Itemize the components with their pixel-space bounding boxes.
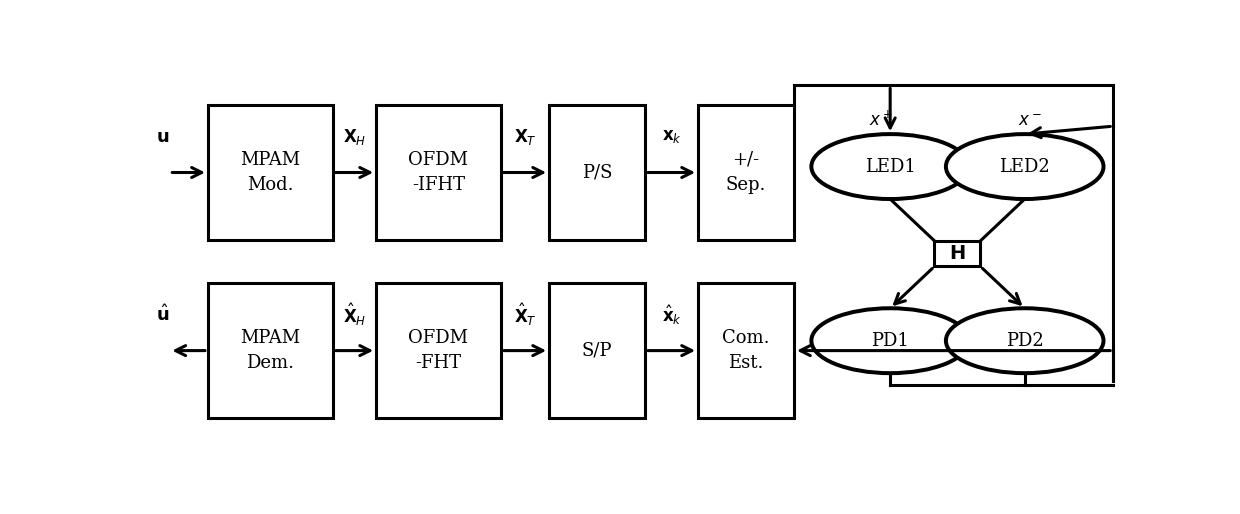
Text: Com.
Est.: Com. Est. <box>722 329 770 372</box>
FancyBboxPatch shape <box>376 283 501 418</box>
FancyBboxPatch shape <box>549 283 645 418</box>
Circle shape <box>811 134 968 199</box>
Text: P/S: P/S <box>582 163 613 181</box>
FancyBboxPatch shape <box>208 105 332 240</box>
Circle shape <box>946 134 1104 199</box>
FancyBboxPatch shape <box>698 105 794 240</box>
Text: LED2: LED2 <box>999 158 1050 176</box>
Circle shape <box>946 308 1104 373</box>
FancyBboxPatch shape <box>208 283 332 418</box>
Text: $\hat{\mathbf{X}}_H$: $\hat{\mathbf{X}}_H$ <box>342 302 366 328</box>
Text: $\mathbf{H}$: $\mathbf{H}$ <box>949 245 966 263</box>
Text: $\mathbf{u}$: $\mathbf{u}$ <box>156 128 170 146</box>
Text: $\hat{\mathbf{X}}_T$: $\hat{\mathbf{X}}_T$ <box>513 302 537 328</box>
Circle shape <box>811 308 968 373</box>
Text: $\mathbf{X}_T$: $\mathbf{X}_T$ <box>513 127 537 147</box>
Text: MPAM
Dem.: MPAM Dem. <box>241 329 300 372</box>
Text: MPAM
Mod.: MPAM Mod. <box>241 151 300 194</box>
Text: $\hat{\mathbf{u}}$: $\hat{\mathbf{u}}$ <box>156 305 170 325</box>
Text: $\hat{\mathbf{x}}_k$: $\hat{\mathbf{x}}_k$ <box>661 303 682 327</box>
Text: PD1: PD1 <box>872 332 909 350</box>
FancyBboxPatch shape <box>935 241 981 266</box>
Text: OFDM
-IFHT: OFDM -IFHT <box>408 151 469 194</box>
Text: PD2: PD2 <box>1006 332 1044 350</box>
Text: +/-
Sep.: +/- Sep. <box>725 151 766 194</box>
Text: S/P: S/P <box>582 342 613 360</box>
Text: $x^+$: $x^+$ <box>869 111 893 130</box>
FancyBboxPatch shape <box>698 283 794 418</box>
Text: LED1: LED1 <box>864 158 915 176</box>
FancyBboxPatch shape <box>549 105 645 240</box>
Text: $\mathbf{X}_H$: $\mathbf{X}_H$ <box>342 127 366 147</box>
Text: $x^-$: $x^-$ <box>1018 113 1042 130</box>
Text: OFDM
-FHT: OFDM -FHT <box>408 329 469 372</box>
Text: $\mathbf{x}_k$: $\mathbf{x}_k$ <box>661 128 682 145</box>
FancyBboxPatch shape <box>376 105 501 240</box>
